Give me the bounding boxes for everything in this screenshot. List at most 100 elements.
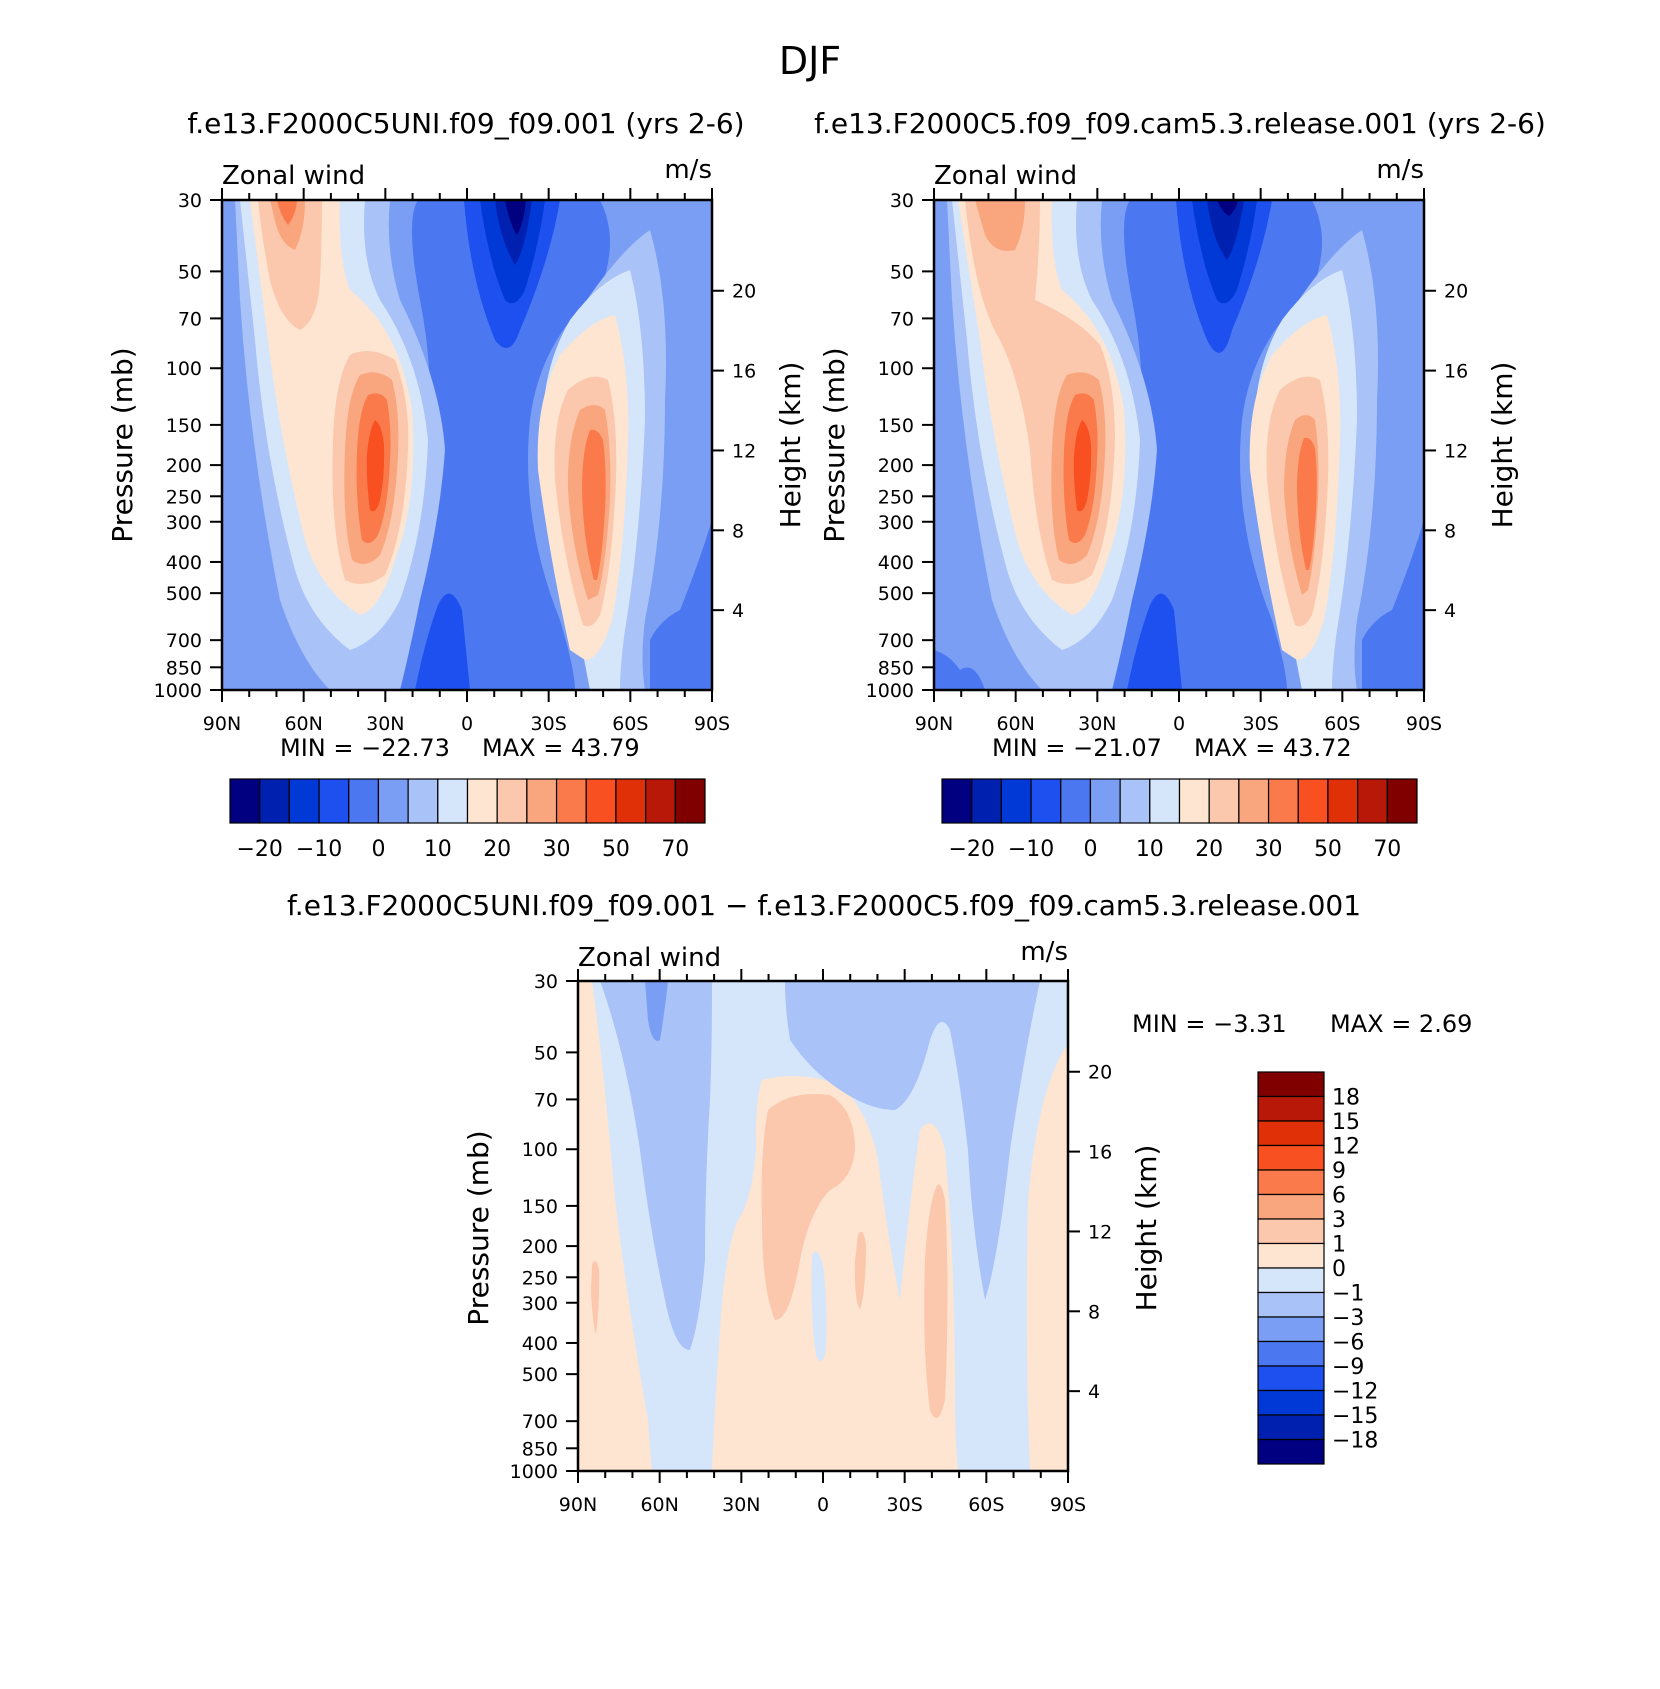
colorbar-label: −18 xyxy=(1332,1429,1378,1454)
colorbar-swatch xyxy=(288,778,320,824)
x-tick-label: 0 xyxy=(461,713,473,735)
panel-1-contour-22 xyxy=(366,420,385,512)
colorbar-swatch xyxy=(1257,1120,1325,1147)
colorbar-swatch xyxy=(407,778,439,824)
colorbar-swatch xyxy=(348,778,380,824)
panel-1-contours xyxy=(222,200,712,690)
panel-1-colorbar: −20 −10 0 10 20 30 50 70 xyxy=(229,778,706,862)
x-tick-label: 60N xyxy=(996,713,1034,735)
panel-2-contour-2 xyxy=(934,650,985,690)
colorbar-swatch xyxy=(1386,778,1418,824)
colorbar-swatch xyxy=(1238,778,1270,824)
y-tick-label: 30 xyxy=(890,190,914,212)
colorbar-swatch xyxy=(1089,778,1121,824)
colorbar-swatch xyxy=(1060,778,1092,824)
colorbar-label: 9 xyxy=(1332,1159,1346,1184)
y-tick-label: 150 xyxy=(878,415,914,437)
y-tick-label: 700 xyxy=(166,630,202,652)
colorbar-swatch xyxy=(1257,1389,1325,1416)
panel-1-contour-13 xyxy=(258,200,322,330)
panel-1-contour-0 xyxy=(390,200,610,690)
y-right-tick-label: 8 xyxy=(1088,1301,1100,1323)
x-tick-label: 90N xyxy=(203,713,241,735)
panel-2-contour-6 xyxy=(1207,200,1244,260)
panel-2-contour-20 xyxy=(1297,437,1317,570)
panel-3-left-label: Zonal wind xyxy=(578,943,721,973)
y-tick-label: 200 xyxy=(166,455,202,477)
colorbar-swatch xyxy=(1030,778,1062,824)
colorbar-swatch xyxy=(1257,1193,1325,1220)
colorbar-label: 0 xyxy=(371,837,385,862)
panel-1-min: MIN = −22.73 xyxy=(280,734,450,762)
colorbar-swatch xyxy=(941,778,973,824)
panel-2-min: MIN = −21.07 xyxy=(992,734,1162,762)
colorbar-swatch xyxy=(555,778,587,824)
y-tick-label: 70 xyxy=(890,308,914,330)
y-right-tick-label: 12 xyxy=(1088,1221,1112,1243)
colorbar-swatch xyxy=(1257,1169,1325,1196)
colorbar-swatch xyxy=(1119,778,1151,824)
x-tick-label: 30N xyxy=(366,713,404,735)
colorbar-label: −9 xyxy=(1332,1355,1364,1380)
y-tick-label: 150 xyxy=(522,1196,558,1218)
colorbar-label: 50 xyxy=(1314,837,1342,862)
colorbar-swatch xyxy=(1257,1438,1325,1465)
y-right-tick-label: 8 xyxy=(1444,520,1456,542)
panel-2-left-label: Zonal wind xyxy=(934,161,1077,191)
colorbar-swatch xyxy=(437,778,469,824)
x-tick-label: 90S xyxy=(1050,1494,1086,1516)
panel-2-contour-1 xyxy=(1362,520,1424,690)
y-tick-label: 300 xyxy=(166,512,202,534)
y-tick-label: 400 xyxy=(522,1333,558,1355)
panel-1-contour-6 xyxy=(505,200,526,235)
colorbar-label: 10 xyxy=(1136,837,1164,862)
y-tick-label: 100 xyxy=(522,1139,558,1161)
page-title: DJF xyxy=(779,39,841,83)
y-right-tick-label: 20 xyxy=(1088,1062,1112,1084)
x-tick-label: 60N xyxy=(284,713,322,735)
x-tick-label: 30S xyxy=(531,713,567,735)
y-tick-label: 850 xyxy=(166,657,202,679)
x-tick-label: 30N xyxy=(1078,713,1116,735)
panel-1-ylabel-right: Height (km) xyxy=(774,362,807,529)
y-tick-label: 500 xyxy=(878,583,914,605)
colorbar-swatch xyxy=(1257,1340,1325,1367)
colorbar-swatch xyxy=(674,778,706,824)
y-tick-label: 50 xyxy=(534,1042,558,1064)
y-tick-label: 30 xyxy=(178,190,202,212)
colorbar-label: −12 xyxy=(1332,1380,1378,1405)
panel-1-title: f.e13.F2000C5UNI.f09_f09.001 (yrs 2-6) xyxy=(187,107,744,140)
panel-2-ylabel-right: Height (km) xyxy=(1486,362,1519,529)
y-tick-label: 300 xyxy=(522,1293,558,1315)
colorbar-swatch xyxy=(466,778,498,824)
colorbar-label: 20 xyxy=(483,837,511,862)
panel-2: f.e13.F2000C5.f09_f09.cam5.3.release.001… xyxy=(814,107,1546,862)
panel-1-right-label: m/s xyxy=(664,155,712,185)
y-tick-label: 70 xyxy=(178,308,202,330)
colorbar-label: −3 xyxy=(1332,1306,1364,1331)
x-tick-label: 60S xyxy=(1324,713,1360,735)
y-tick-label: 850 xyxy=(522,1438,558,1460)
colorbar-swatch xyxy=(1257,1095,1325,1122)
colorbar-swatch xyxy=(1208,778,1240,824)
y-tick-label: 700 xyxy=(522,1411,558,1433)
panel-2-contour-7 xyxy=(1217,200,1238,216)
panel-3-ylabel-right: Height (km) xyxy=(1130,1145,1163,1312)
panel-2-contour-21 xyxy=(1073,420,1092,512)
panel-3-ylabel: Pressure (mb) xyxy=(462,1130,495,1325)
x-tick-label: 90S xyxy=(694,713,730,735)
y-tick-label: 150 xyxy=(166,415,202,437)
panel-1: f.e13.F2000C5UNI.f09_f09.001 (yrs 2-6) Z… xyxy=(106,107,807,862)
colorbar-swatch xyxy=(1257,1218,1325,1245)
colorbar-label: 30 xyxy=(543,837,571,862)
panel-1-contour-23 xyxy=(690,640,712,690)
panel-2-max: MAX = 43.72 xyxy=(1194,734,1352,762)
x-tick-label: 30S xyxy=(887,1494,923,1516)
y-tick-label: 50 xyxy=(178,261,202,283)
colorbar-label: −10 xyxy=(1008,837,1054,862)
panel-1-contour-1 xyxy=(650,520,712,690)
colorbar-swatch xyxy=(1257,1291,1325,1318)
panel-1-max: MAX = 43.79 xyxy=(482,734,640,762)
y-tick-label: 70 xyxy=(534,1089,558,1111)
